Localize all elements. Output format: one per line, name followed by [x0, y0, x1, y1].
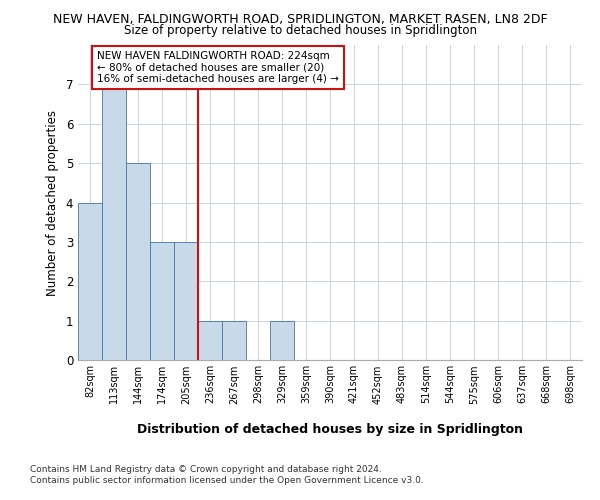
Text: Size of property relative to detached houses in Spridlington: Size of property relative to detached ho… [124, 24, 476, 37]
Bar [126, 163, 150, 360]
Bar [150, 242, 174, 360]
Bar [270, 320, 294, 360]
Bar [174, 242, 198, 360]
Text: Distribution of detached houses by size in Spridlington: Distribution of detached houses by size … [137, 422, 523, 436]
Text: NEW HAVEN, FALDINGWORTH ROAD, SPRIDLINGTON, MARKET RASEN, LN8 2DF: NEW HAVEN, FALDINGWORTH ROAD, SPRIDLINGT… [53, 12, 547, 26]
Text: Contains public sector information licensed under the Open Government Licence v3: Contains public sector information licen… [30, 476, 424, 485]
Y-axis label: Number of detached properties: Number of detached properties [46, 110, 59, 296]
Text: NEW HAVEN FALDINGWORTH ROAD: 224sqm
← 80% of detached houses are smaller (20)
16: NEW HAVEN FALDINGWORTH ROAD: 224sqm ← 80… [97, 51, 339, 84]
Bar [102, 84, 126, 360]
Bar [222, 320, 246, 360]
Bar [198, 320, 222, 360]
Bar [78, 202, 102, 360]
Text: Contains HM Land Registry data © Crown copyright and database right 2024.: Contains HM Land Registry data © Crown c… [30, 465, 382, 474]
